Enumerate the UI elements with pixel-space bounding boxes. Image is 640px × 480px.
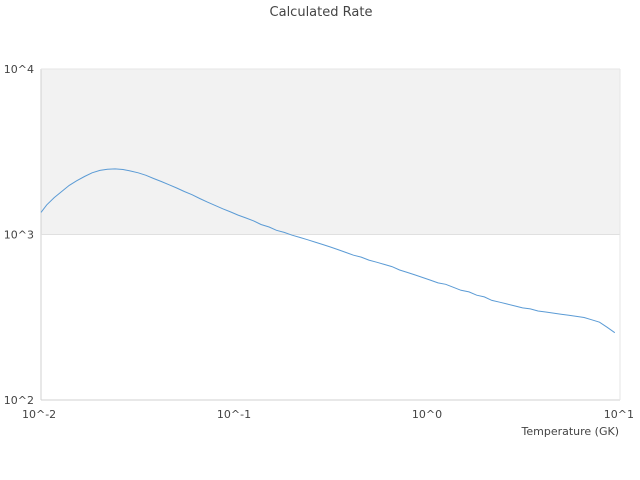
y-tick-labels: 10^2 10^3 10^4 — [4, 63, 34, 407]
x-tick-labels: 10^-2 10^-1 10^0 10^1 — [22, 408, 634, 421]
x-tick-label: 10^-2 — [22, 408, 56, 421]
series-line — [40, 168, 616, 334]
y-tick-label: 10^2 — [4, 394, 34, 407]
y-tick-label: 10^3 — [4, 229, 34, 242]
y-tick-label: 10^4 — [4, 63, 34, 76]
x-tick-label: 10^-1 — [217, 408, 251, 421]
x-tick-label: 10^1 — [604, 408, 634, 421]
chart-title: Calculated Rate — [270, 5, 373, 20]
x-tick-label: 10^0 — [412, 408, 442, 421]
upper-decade-band — [41, 69, 620, 235]
x-axis-label: Temperature (GK) — [521, 425, 620, 438]
